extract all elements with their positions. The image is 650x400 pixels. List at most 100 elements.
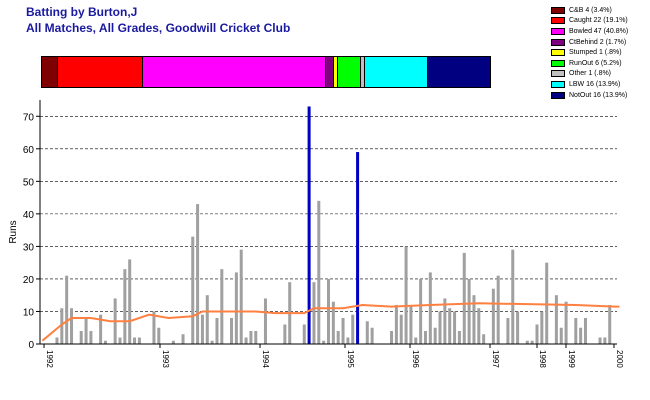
innings-bar	[467, 278, 471, 344]
innings-bar	[123, 269, 127, 344]
innings-bar	[496, 275, 500, 344]
innings-bar	[244, 337, 248, 344]
innings-bar	[438, 311, 442, 344]
innings-bar	[65, 275, 69, 344]
chart-subtitle: All Matches, All Grades, Goodwill Cricke…	[26, 21, 291, 35]
innings-bar	[70, 308, 74, 344]
innings-bar	[477, 308, 481, 344]
innings-bar	[128, 259, 132, 344]
y-tick-label: 70	[23, 112, 35, 123]
legend-label: Stumped 1 (.8%)	[569, 49, 622, 57]
innings-bar	[462, 252, 466, 344]
innings-bar	[249, 330, 253, 344]
legend: C&B 4 (3.4%) Caught 22 (19.1%) Bowled 47…	[551, 5, 647, 100]
innings-bar	[453, 311, 457, 344]
innings-bar	[394, 304, 398, 344]
legend-item: LBW 16 (13.9%)	[551, 79, 647, 90]
stack-segment	[334, 57, 339, 87]
legend-item: CtBehind 2 (1.7%)	[551, 37, 647, 48]
innings-bar	[55, 337, 59, 344]
innings-bar	[322, 340, 326, 344]
innings-bar	[331, 301, 335, 344]
innings-bar	[351, 314, 355, 344]
y-tick-label: 60	[23, 145, 35, 156]
innings-bar	[200, 314, 204, 344]
innings-bar	[263, 298, 267, 344]
innings-bar	[428, 272, 432, 344]
innings-bar	[554, 295, 558, 344]
legend-label: Bowled 47 (40.8%)	[569, 27, 629, 35]
dismissal-stacked-bar	[41, 56, 491, 88]
innings-bar	[506, 317, 510, 344]
legend-item: C&B 4 (3.4%)	[551, 5, 647, 16]
x-tick-label: 1997	[491, 350, 500, 368]
innings-bar	[346, 337, 350, 344]
x-tick-label: 1994	[261, 350, 270, 368]
stack-segment	[338, 57, 362, 87]
legend-label: Other 1 (.8%)	[569, 70, 612, 78]
stack-segment	[42, 57, 58, 87]
innings-bar	[196, 204, 200, 344]
legend-swatch	[551, 70, 565, 78]
innings-bar	[317, 200, 321, 344]
innings-bar	[205, 295, 209, 344]
y-tick-label: 30	[23, 242, 35, 253]
innings-bar	[356, 152, 360, 344]
innings-bar	[414, 337, 418, 344]
legend-item: Stumped 1 (.8%)	[551, 47, 647, 58]
innings-bar	[535, 324, 539, 344]
y-tick-label: 10	[23, 307, 35, 318]
stack-segment	[57, 57, 144, 87]
innings-bar	[103, 340, 107, 344]
innings-bar	[390, 330, 394, 344]
legend-item: Bowled 47 (40.8%)	[551, 26, 647, 37]
x-tick-label: 1999	[567, 350, 576, 368]
innings-bar	[603, 337, 607, 344]
innings-bar	[302, 324, 306, 344]
innings-bar	[84, 317, 88, 344]
legend-item: Caught 22 (19.1%)	[551, 16, 647, 27]
y-tick-label: 0	[28, 340, 34, 351]
innings-bar	[99, 314, 103, 344]
average-series	[41, 302, 620, 342]
innings-bar	[191, 236, 195, 344]
innings-bar	[525, 340, 529, 344]
y-axis-title: Runs	[8, 220, 19, 243]
innings-bar	[79, 330, 83, 344]
innings-bar	[60, 308, 64, 344]
legend-swatch	[551, 17, 565, 25]
innings-bar	[171, 340, 175, 344]
innings-bar	[336, 330, 340, 344]
innings-bar	[564, 301, 568, 344]
legend-swatch	[551, 27, 565, 35]
legend-swatch	[551, 6, 565, 14]
innings-bar	[574, 317, 578, 344]
innings-bar	[516, 311, 520, 344]
legend-swatch	[551, 59, 565, 67]
gridlines: 0 10 20 30 40 50 60 70	[23, 112, 617, 351]
x-tick-label: 1993	[161, 350, 170, 368]
innings-bar	[423, 330, 427, 344]
stack-segment	[326, 57, 335, 87]
innings-bar	[254, 330, 258, 344]
legend-label: CtBehind 2 (1.7%)	[569, 38, 627, 46]
innings-bar	[215, 317, 219, 344]
legend-label: RunOut 6 (5.2%)	[569, 59, 622, 67]
legend-swatch	[551, 80, 565, 88]
x-tick-label: 1992	[45, 350, 54, 368]
innings-bar	[307, 106, 311, 344]
innings-bar	[482, 334, 486, 344]
innings-bar	[399, 314, 403, 344]
innings-bar	[312, 282, 316, 344]
innings-bar	[511, 249, 515, 344]
innings-bar	[545, 262, 549, 344]
average-line	[41, 302, 620, 342]
innings-bar	[472, 295, 476, 344]
y-tick-label: 50	[23, 177, 35, 188]
innings-bar	[540, 311, 544, 344]
innings-bar	[419, 278, 423, 344]
innings-bar	[579, 327, 583, 344]
innings-bar	[409, 304, 413, 344]
innings-bar	[608, 304, 612, 344]
